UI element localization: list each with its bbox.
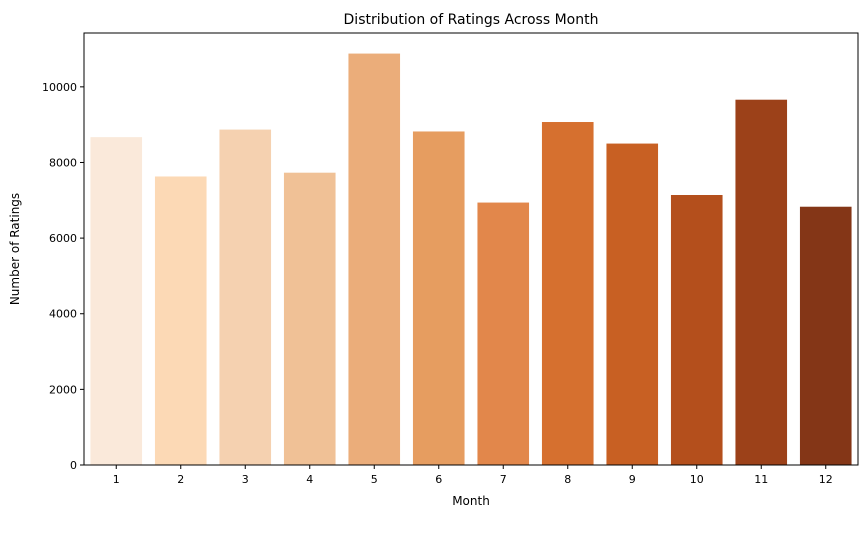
y-axis-ticks: 0 2000 4000 6000 8000 10000 bbox=[42, 81, 84, 472]
y-tick-label: 0 bbox=[70, 459, 77, 472]
x-tick-label: 2 bbox=[177, 473, 184, 486]
x-axis-label: Month bbox=[452, 494, 490, 508]
bar-month-1 bbox=[90, 137, 143, 465]
bar-month-8 bbox=[541, 122, 594, 465]
y-tick-label: 8000 bbox=[49, 156, 77, 169]
x-tick-label: 7 bbox=[500, 473, 507, 486]
x-axis-ticks: 1 2 3 4 5 6 7 8 9 10 11 12 bbox=[113, 465, 833, 486]
y-tick-label: 10000 bbox=[42, 81, 77, 94]
bars-group bbox=[90, 53, 852, 466]
x-tick-label: 9 bbox=[629, 473, 636, 486]
x-tick-label: 1 bbox=[113, 473, 120, 486]
bar-month-7 bbox=[477, 202, 530, 465]
y-axis-label: Number of Ratings bbox=[8, 193, 22, 305]
x-tick-label: 12 bbox=[819, 473, 833, 486]
plot-area-frame bbox=[83, 32, 859, 466]
x-tick-label: 5 bbox=[371, 473, 378, 486]
x-tick-label: 8 bbox=[564, 473, 571, 486]
x-tick-label: 3 bbox=[242, 473, 249, 486]
x-tick-label: 11 bbox=[754, 473, 768, 486]
bar-month-4 bbox=[283, 172, 336, 465]
bar-month-9 bbox=[606, 143, 659, 466]
bar-month-2 bbox=[154, 176, 207, 465]
x-tick-label: 4 bbox=[306, 473, 313, 486]
bar-month-11 bbox=[735, 99, 788, 466]
bar-month-6 bbox=[412, 131, 465, 465]
bar-month-3 bbox=[219, 129, 272, 465]
chart-title: Distribution of Ratings Across Month bbox=[344, 12, 599, 28]
bar-month-5 bbox=[348, 53, 401, 465]
y-tick-label: 6000 bbox=[49, 232, 77, 245]
bar-month-10 bbox=[670, 195, 723, 465]
y-tick-label: 2000 bbox=[49, 383, 77, 396]
x-tick-label: 10 bbox=[690, 473, 704, 486]
bar-month-12 bbox=[799, 206, 852, 465]
x-tick-label: 6 bbox=[435, 473, 442, 486]
y-tick-label: 4000 bbox=[49, 308, 77, 321]
